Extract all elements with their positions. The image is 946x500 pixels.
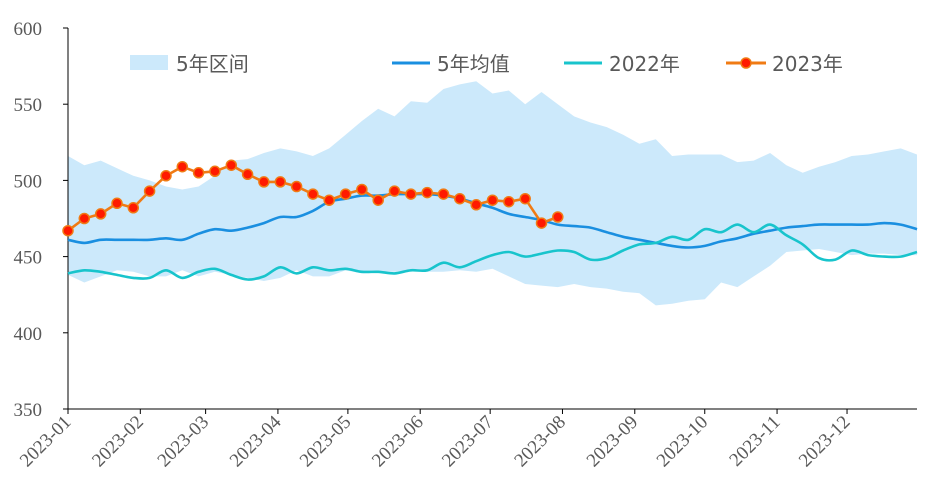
point-2023 — [535, 217, 548, 229]
legend-swatch-5yr-range — [130, 55, 168, 70]
y-tick-label: 600 — [14, 19, 43, 40]
legend-label-2022: 2022年 — [609, 52, 680, 76]
legend-label-5yr-average: 5年均值 — [437, 52, 510, 76]
y-tick-label: 350 — [14, 400, 43, 421]
point-2023 — [519, 192, 531, 205]
y-tick-label: 550 — [14, 95, 43, 116]
y-tick-label: 450 — [14, 248, 43, 269]
x-tick-label: 2023-02 — [88, 412, 148, 472]
point-2023 — [503, 195, 515, 208]
point-2023 — [437, 188, 450, 200]
x-tick-label: 2023-12 — [795, 412, 855, 472]
point-2023 — [241, 168, 254, 181]
point-2023 — [405, 188, 417, 200]
legend-label-2023: 2023年 — [772, 52, 843, 76]
point-2023 — [356, 183, 368, 196]
point-2023 — [421, 186, 433, 199]
point-2023 — [176, 160, 189, 173]
series-line-5yr-average — [67, 192, 918, 249]
x-tick-label: 2023-07 — [438, 412, 498, 472]
point-2023 — [307, 188, 319, 200]
point-2023 — [552, 211, 564, 223]
legend-marker-2023 — [740, 57, 752, 69]
point-2023 — [258, 176, 270, 188]
point-2023 — [323, 194, 335, 206]
point-2023 — [290, 180, 303, 193]
point-2023 — [192, 167, 205, 179]
point-2023 — [454, 192, 466, 205]
point-2023 — [62, 224, 74, 237]
x-tick-label: 2023-04 — [226, 411, 286, 471]
point-2023 — [274, 176, 287, 188]
x-tick-label: 2023-03 — [154, 412, 214, 472]
point-2023 — [339, 188, 352, 200]
chart-legend: 5年区间 5年均值 2022年 2023年 — [130, 52, 843, 76]
x-tick-label: 2023-06 — [368, 412, 428, 472]
point-2023 — [470, 199, 482, 211]
point-2023 — [372, 194, 384, 206]
point-2023 — [160, 170, 172, 182]
y-tick-label: 500 — [14, 171, 43, 192]
x-tick-label: 2023-05 — [296, 412, 356, 472]
point-2023 — [127, 202, 140, 214]
point-2023 — [143, 185, 156, 197]
x-tick-label: 2023-09 — [583, 412, 643, 472]
point-2023 — [486, 194, 499, 206]
point-2023 — [388, 185, 401, 197]
point-2023 — [225, 159, 238, 171]
band-5yr-range — [68, 81, 917, 306]
x-tick-label: 2023-11 — [725, 412, 784, 471]
x-tick-label: 2023-10 — [653, 412, 713, 472]
x-tick-label: 2023-08 — [510, 412, 570, 472]
point-2023 — [111, 197, 123, 210]
point-2023 — [209, 165, 221, 178]
series-line-2022 — [67, 223, 918, 281]
point-2023 — [78, 212, 91, 225]
legend-label-5yr-range: 5年区间 — [176, 52, 249, 76]
point-2023 — [94, 208, 107, 220]
y-tick-label: 400 — [14, 324, 43, 345]
